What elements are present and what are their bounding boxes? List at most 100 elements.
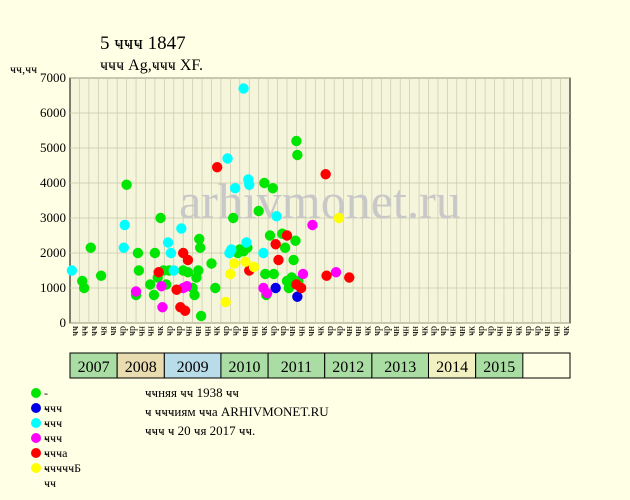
- x-tick-label: ҹн: [448, 325, 459, 336]
- year-label: 2013: [384, 359, 416, 376]
- legend-label: - ҹҹ: [44, 461, 57, 490]
- year-label: 2014: [436, 359, 468, 376]
- y-tick-label: 3000: [40, 210, 66, 225]
- x-tick-label: ҹр: [334, 326, 345, 336]
- data-point: [228, 258, 240, 269]
- data-point: [244, 179, 255, 190]
- data-point: [344, 272, 355, 283]
- y-axis-unit: ҹҹ,ҹҹ: [10, 62, 38, 76]
- data-point: [211, 162, 223, 173]
- x-tick-label: ҹр: [485, 326, 496, 336]
- data-point: [156, 281, 167, 292]
- y-tick-label: 7000: [40, 70, 66, 85]
- year-cell: [69, 352, 118, 379]
- x-tick-label: ҹр: [117, 326, 128, 336]
- x-tick-label: ҹн: [249, 325, 260, 336]
- x-tick-label: ҹҹ: [89, 326, 100, 336]
- chart-subtitle: ҹҹҹ Ag,ҹҹҹ XF.: [100, 57, 204, 74]
- data-point: [119, 219, 130, 231]
- data-point: [118, 242, 129, 253]
- x-tick-label: ҹр: [268, 326, 279, 336]
- legend-dot: [31, 403, 41, 413]
- x-tick-label: ҹн: [391, 325, 402, 336]
- x-tick-label: ҹн: [287, 325, 298, 336]
- x-tick-label: ҹн: [306, 325, 317, 336]
- data-point: [288, 254, 299, 266]
- data-point: [228, 212, 239, 224]
- data-point: [225, 268, 236, 280]
- data-point: [226, 244, 237, 255]
- x-tick-label: ҹр: [523, 326, 534, 336]
- data-point: [261, 288, 273, 299]
- data-point: [240, 256, 251, 267]
- data-point: [260, 268, 271, 280]
- watermark: arhivmonet.ru: [179, 173, 461, 229]
- x-tick-label: ҹр: [231, 326, 242, 336]
- x-tick-label: ҹн: [495, 325, 506, 336]
- x-tick-label: ҹр: [278, 326, 289, 336]
- year-label: 2015: [483, 359, 515, 376]
- chart-title: 5 ҹҹҹ 1847: [100, 33, 186, 54]
- data-point: [253, 205, 264, 217]
- data-point: [144, 279, 156, 290]
- legend-label: - ҹҹҹ: [44, 386, 63, 415]
- data-point: [195, 310, 207, 322]
- data-point: [153, 267, 164, 278]
- data-point: [259, 177, 270, 189]
- x-tick-label: ҹр: [476, 326, 487, 336]
- x-tick-label: ҹр: [165, 326, 176, 336]
- data-point: [210, 282, 221, 294]
- year-cell: [427, 352, 477, 379]
- x-tick-label: ҹр: [325, 326, 336, 336]
- y-tick-label: 5000: [40, 140, 66, 155]
- data-point: [157, 302, 168, 313]
- data-point: [165, 247, 177, 259]
- x-tick-label: ҹк: [212, 326, 223, 336]
- x-tick-label: ҹк: [155, 326, 166, 336]
- source-notes: ҹҹняя ҹҹ 1938 ҹҹ ҹ ҹҹҹиям ҹҹа ARHIVMONET…: [145, 383, 329, 440]
- x-tick-label: ҹн: [202, 325, 213, 336]
- x-tick-label: ҹк: [259, 326, 270, 336]
- legend-label: - ҹҹҹ: [44, 416, 63, 445]
- data-point: [270, 282, 281, 294]
- data-point: [330, 267, 342, 278]
- data-point: [320, 169, 331, 180]
- data-point: [171, 284, 182, 295]
- x-tick-label: ҹн: [410, 325, 421, 336]
- data-point: [264, 230, 276, 241]
- year-cell: [267, 352, 326, 379]
- x-tick-label: ҹн: [504, 325, 515, 336]
- data-point: [279, 242, 291, 253]
- data-point: [273, 254, 284, 266]
- x-tick-label: ҹк: [419, 326, 430, 336]
- data-point: [220, 296, 231, 308]
- data-point: [229, 183, 241, 194]
- data-point: [179, 305, 191, 316]
- x-tick-label: ҹн: [193, 325, 204, 336]
- data-point: [292, 291, 303, 302]
- x-tick-label: ҹн: [240, 325, 251, 336]
- data-point: [130, 286, 142, 297]
- x-tick-label: ҹр: [438, 326, 449, 336]
- x-tick-label: ҹн: [551, 325, 562, 336]
- data-point: [206, 258, 217, 269]
- x-tick-label: ҹн: [183, 325, 194, 336]
- note-line: ҹҹняя ҹҹ 1938 ҹҹ: [145, 385, 239, 400]
- year-cell: [220, 352, 269, 379]
- legend-label: - ҹҹҹ: [44, 401, 63, 430]
- data-point: [271, 211, 282, 222]
- legend-dot: [31, 388, 41, 398]
- x-tick-label: ҹк: [466, 326, 477, 336]
- data-point: [222, 153, 233, 164]
- data-point: [194, 242, 206, 253]
- note-line: ҹҹҹ ҹ 20 ҹя 2017 ҹҹ.: [145, 423, 256, 438]
- data-point: [132, 247, 144, 259]
- legend-dot: [31, 433, 41, 443]
- data-point: [149, 247, 161, 259]
- data-point: [121, 179, 132, 190]
- year-cell: [163, 352, 222, 379]
- data-point: [189, 289, 200, 301]
- data-point: [162, 237, 174, 248]
- data-point: [182, 267, 194, 278]
